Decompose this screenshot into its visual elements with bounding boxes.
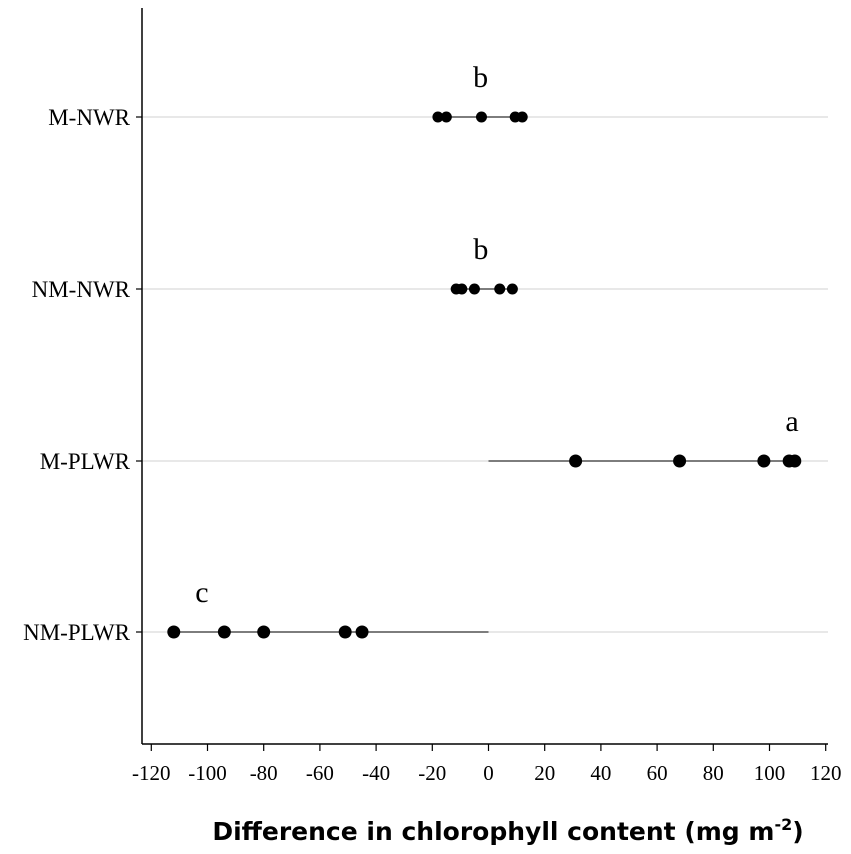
y-tick-labels: M-NWR NM-NWR M-PLWR NM-PLWR: [23, 105, 142, 645]
data-point: [494, 283, 506, 295]
x-axis-label-main: Difference in chlorophyll content (mg m: [212, 817, 774, 846]
significance-letter: a: [785, 405, 798, 438]
significance-letter: c: [195, 576, 208, 609]
x-tick-label: -40: [362, 761, 390, 785]
data-points: [167, 111, 802, 639]
y-tick-label: NM-NWR: [32, 277, 131, 302]
x-tick-label: 0: [483, 761, 494, 785]
x-tick-label: -60: [306, 761, 334, 785]
data-point: [338, 625, 352, 639]
significance-letters: b b a c: [195, 61, 798, 609]
data-point: [506, 283, 518, 295]
y-tick-label: NM-PLWR: [23, 620, 131, 645]
significance-letter: b: [473, 233, 488, 266]
data-point: [475, 111, 487, 123]
x-tick-label: 120: [810, 761, 842, 785]
data-point: [569, 454, 583, 468]
x-axis-label-superscript: -2: [774, 815, 792, 834]
y-tick-label: M-NWR: [48, 105, 130, 130]
data-point: [257, 625, 271, 639]
data-point: [355, 625, 369, 639]
x-tick-label: -20: [418, 761, 446, 785]
data-point: [673, 454, 687, 468]
data-point: [167, 625, 181, 639]
gridlines: [142, 116, 828, 633]
x-tick-label: -120: [132, 761, 171, 785]
data-point: [788, 454, 802, 468]
x-tick-label: 80: [703, 761, 724, 785]
x-tick-label: 100: [754, 761, 786, 785]
x-ticks: -120 -100 -80 -60 -40 -20 0 20 40 60 80 100 120: [132, 744, 841, 785]
x-tick-label: 20: [534, 761, 555, 785]
x-axis-label-close: ): [792, 817, 803, 846]
data-point: [440, 111, 452, 123]
x-tick-label: -80: [250, 761, 278, 785]
significance-letter: b: [473, 61, 488, 94]
data-point: [757, 454, 771, 468]
x-axis-label: Difference in chlorophyll content (mg m-…: [212, 815, 803, 846]
x-tick-label: 40: [590, 761, 611, 785]
range-lines: [173, 116, 795, 633]
data-point: [217, 625, 231, 639]
y-tick-label: M-PLWR: [40, 449, 131, 474]
x-tick-label: -100: [188, 761, 227, 785]
data-point: [468, 283, 480, 295]
data-point: [432, 111, 444, 123]
x-tick-label: 60: [647, 761, 668, 785]
data-point: [456, 283, 468, 295]
data-point: [516, 111, 528, 123]
